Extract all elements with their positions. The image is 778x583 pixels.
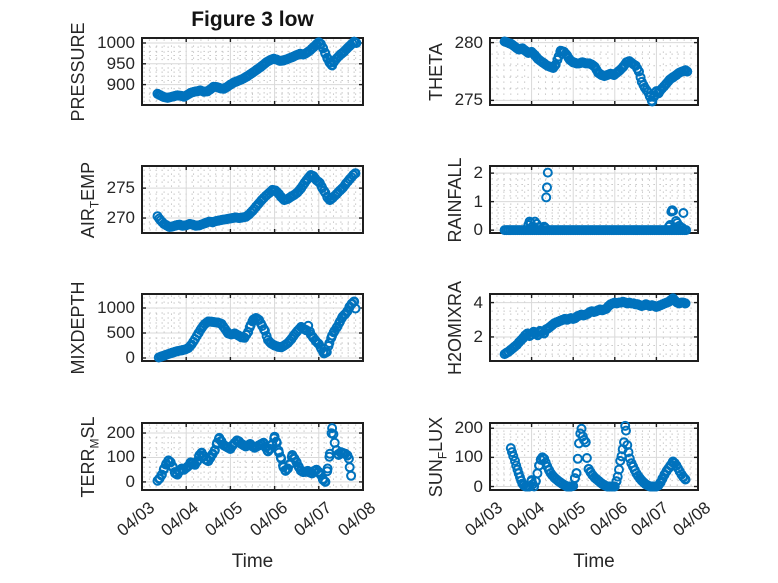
y-tick-label: 1 <box>473 191 483 211</box>
figure-title: Figure 3 low <box>191 8 314 31</box>
data-markers <box>499 293 691 360</box>
subplot-mixdepth <box>141 293 364 363</box>
data-markers <box>152 423 357 487</box>
major-grid <box>142 38 363 105</box>
y-tick-label: 0 <box>473 476 483 496</box>
subplot-rainfall <box>489 165 699 236</box>
axes-box <box>141 165 364 234</box>
tick-marks <box>141 166 364 233</box>
y-tick-label: 2 <box>473 163 483 183</box>
subplot-pressure <box>141 36 364 106</box>
data-markers <box>499 167 692 236</box>
minor-grid <box>491 167 697 232</box>
y-tick-label: 0 <box>125 348 135 367</box>
axes-box <box>489 293 699 362</box>
y-axis-label: SUNFLUX <box>425 416 450 497</box>
axes-box <box>489 422 699 491</box>
data-markers <box>152 168 361 232</box>
subplot-air_temp <box>141 165 364 234</box>
y-tick-label: 0 <box>125 471 135 491</box>
y-axis-label: TERRMSL <box>77 415 102 498</box>
x-axis-label-left: Time <box>231 551 274 572</box>
subplot-sun_flux <box>489 420 699 492</box>
y-tick-label: 4 <box>473 292 483 312</box>
y-tick-label: 900 <box>106 74 135 94</box>
tick-marks <box>141 423 364 490</box>
y-tick-label: 950 <box>106 53 135 73</box>
x-axis-label-right: Time <box>573 551 615 572</box>
data-markers <box>505 420 691 492</box>
y-tick-label: 1000 <box>97 298 135 317</box>
y-tick-label: 280 <box>454 32 483 52</box>
data-markers <box>152 36 362 103</box>
y-tick-label: 270 <box>106 208 135 228</box>
y-tick-label: 100 <box>106 447 135 467</box>
subplot-theta <box>489 36 699 107</box>
data-markers <box>499 36 693 107</box>
y-tick-label: 200 <box>454 418 483 438</box>
subplot-terr_msl <box>141 422 364 491</box>
axes-box <box>141 37 364 106</box>
tick-marks <box>489 38 699 105</box>
axes-box <box>489 37 699 106</box>
y-tick-label: 0 <box>473 220 483 240</box>
y-tick-label: 500 <box>106 323 135 342</box>
axes-box <box>141 293 364 362</box>
tick-marks <box>141 294 364 361</box>
tick-marks <box>489 294 699 361</box>
y-tick-label: 275 <box>106 178 135 198</box>
y-tick-label: 100 <box>454 447 483 467</box>
axes-box <box>141 422 364 491</box>
y-tick-label: 275 <box>454 90 483 110</box>
subplot-h2omixra <box>489 293 699 362</box>
y-tick-label: 200 <box>106 423 135 443</box>
y-tick-label: 1000 <box>97 32 135 52</box>
y-tick-label: 2 <box>473 326 483 346</box>
major-grid <box>490 38 698 105</box>
data-markers <box>153 296 361 363</box>
